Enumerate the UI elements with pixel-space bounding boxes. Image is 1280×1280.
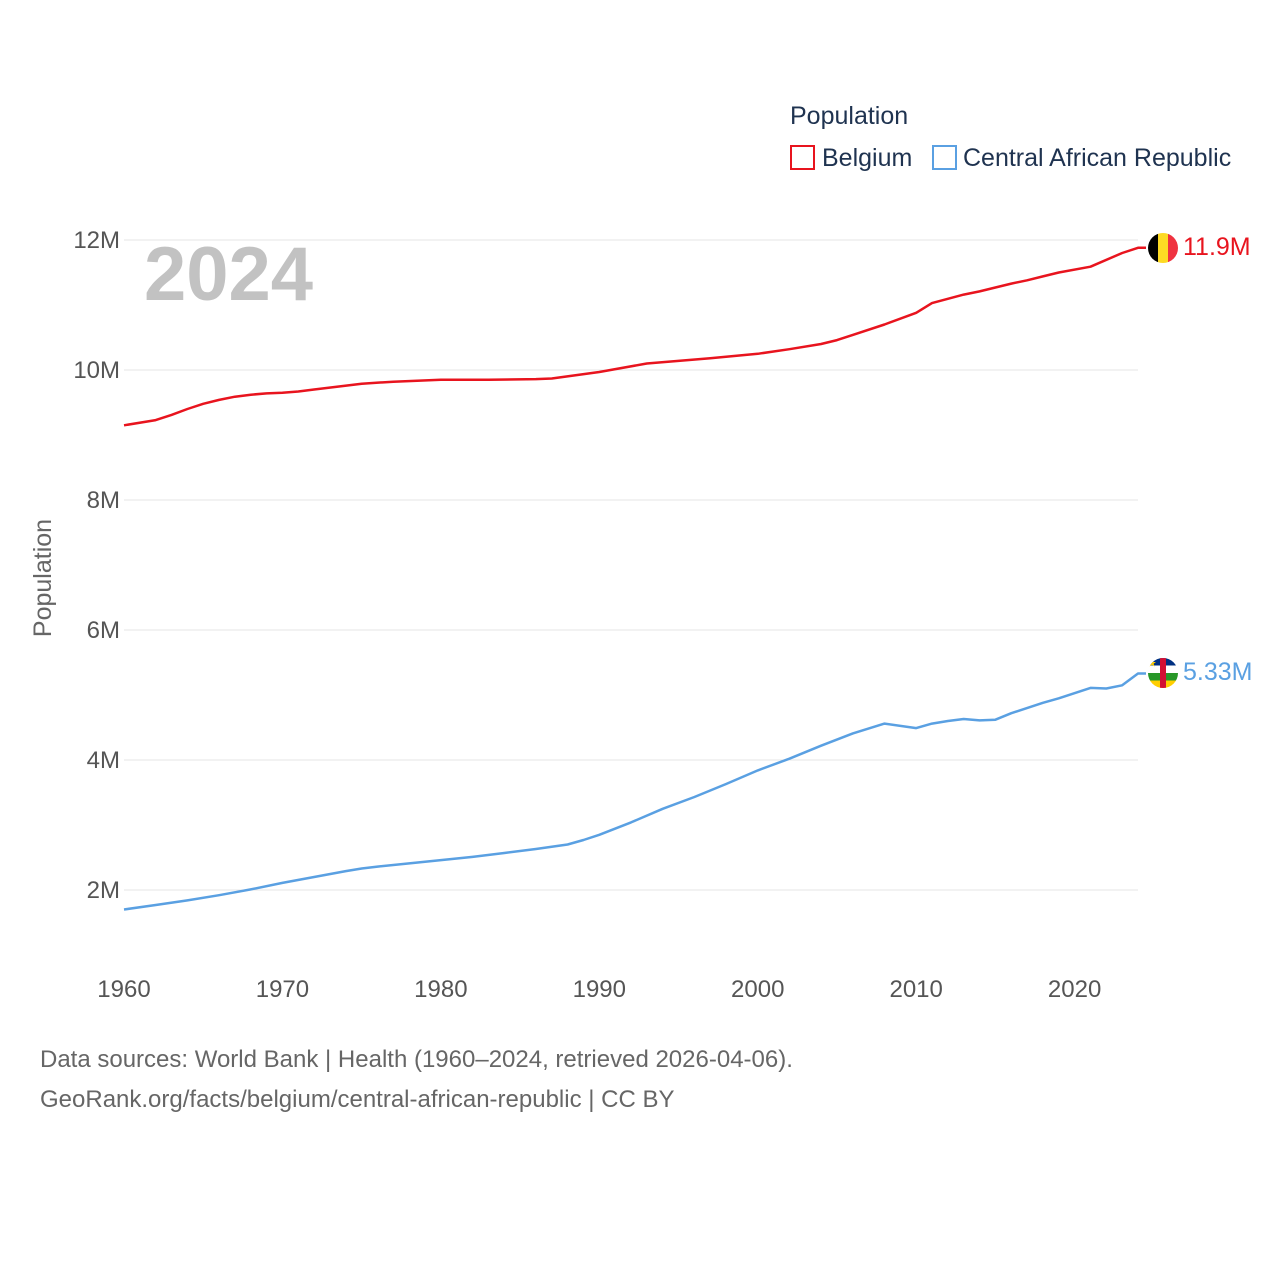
x-tick-label: 1970 xyxy=(256,976,309,1003)
legend-item-belgium[interactable]: Belgium xyxy=(790,144,912,172)
year-watermark: 2024 xyxy=(144,232,313,317)
y-gridlines xyxy=(124,239,1138,891)
legend: Population Belgium Central African Repub… xyxy=(790,102,1231,172)
series-lines xyxy=(123,246,1146,911)
end-label-belgium: 11.9M xyxy=(1183,233,1251,261)
y-tick-label: 10M xyxy=(73,357,120,384)
x-tick-label: 1980 xyxy=(414,976,467,1003)
legend-swatch-belgium xyxy=(790,145,815,170)
legend-label-belgium: Belgium xyxy=(822,144,912,172)
x-tick-label: 2010 xyxy=(889,976,942,1003)
y-tick-label: 8M xyxy=(87,487,120,514)
series-line-belgium[interactable] xyxy=(123,246,1146,427)
legend-swatch-central-african-republic xyxy=(932,145,957,170)
central-african-republic-flag-icon xyxy=(1148,658,1178,688)
x-tick-label: 2000 xyxy=(731,976,784,1003)
end-label-central-african-republic: 5.33M xyxy=(1183,658,1252,686)
footer: Data sources: World Bank | Health (1960–… xyxy=(40,1040,1240,1120)
y-axis-ticks: 2M 4M 6M 8M 10M 12M xyxy=(73,227,120,904)
y-tick-label: 2M xyxy=(87,877,120,904)
y-tick-label: 4M xyxy=(87,747,120,774)
x-tick-label: 1960 xyxy=(97,976,150,1003)
y-tick-label: 12M xyxy=(73,227,120,254)
legend-item-central-african-republic[interactable]: Central African Republic xyxy=(932,144,1231,172)
legend-label-central-african-republic: Central African Republic xyxy=(963,144,1231,172)
belgium-flag-icon xyxy=(1148,233,1178,263)
legend-title: Population xyxy=(790,102,908,130)
series-line-central-african-republic[interactable] xyxy=(123,672,1146,911)
y-axis-title: Population xyxy=(29,519,57,637)
x-tick-label: 1990 xyxy=(573,976,626,1003)
source-url[interactable]: GeoRank.org/facts/belgium/central-africa… xyxy=(40,1086,675,1113)
y-tick-label: 6M xyxy=(87,617,120,644)
x-axis-ticks: 1960 1970 1980 1990 2000 2010 2020 xyxy=(97,976,1101,1003)
data-sources-note: Data sources: World Bank | Health (1960–… xyxy=(40,1046,793,1073)
x-tick-label: 2020 xyxy=(1048,976,1101,1003)
